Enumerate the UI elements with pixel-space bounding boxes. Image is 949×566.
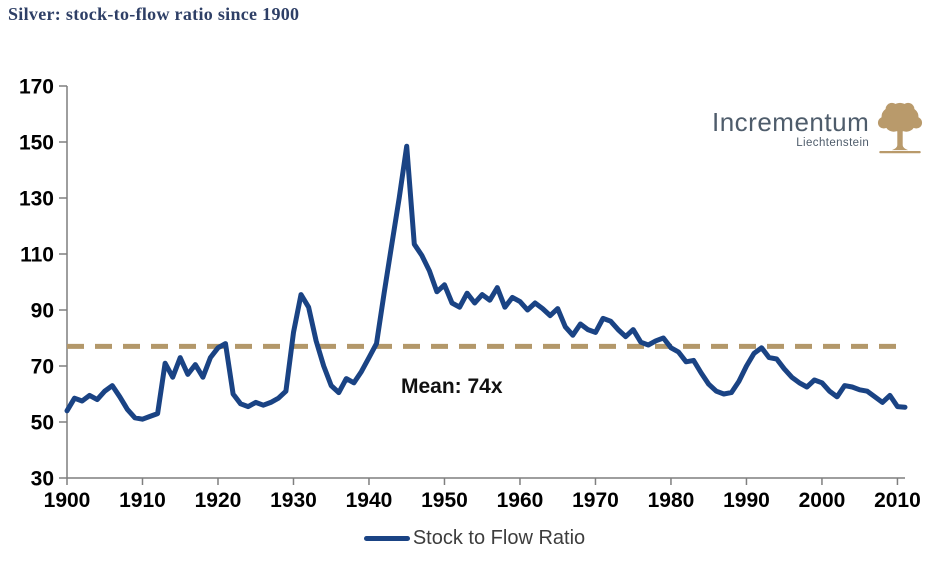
y-tick-label: 150 (19, 132, 54, 155)
logo-text-block: Incrementum Liechtenstein (712, 107, 870, 149)
x-tick-label: 1910 (119, 489, 166, 512)
y-tick-label: 110 (20, 244, 54, 267)
legend-line-swatch (363, 536, 410, 541)
x-tick-label: 1930 (270, 489, 317, 512)
incrementum-logo: Incrementum Liechtenstein (712, 98, 927, 160)
logo-wordmark: Incrementum (712, 107, 870, 138)
logo-subtitle: Liechtenstein (796, 136, 870, 149)
x-tick-label: 2000 (799, 489, 846, 512)
x-tick-label: 1970 (572, 489, 619, 512)
x-tick-label: 1900 (44, 489, 91, 512)
stock-to-flow-line (64, 143, 908, 422)
mean-annotation: Mean: 74x (401, 375, 503, 398)
x-tick-label: 1960 (497, 489, 544, 512)
tree-icon (878, 102, 923, 154)
y-tick-label: 50 (31, 412, 54, 435)
y-tick-label: 30 (31, 468, 54, 491)
y-tick-label: 70 (31, 356, 54, 379)
y-tick-label: 90 (31, 300, 54, 323)
x-tick-label: 1950 (421, 489, 468, 512)
legend: Stock to Flow Ratio (0, 527, 949, 550)
x-tick-label: 2010 (874, 489, 921, 512)
x-tick-label: 1980 (648, 489, 695, 512)
x-tick-label: 1920 (195, 489, 242, 512)
x-tick-label: 1940 (346, 489, 393, 512)
x-tick-label: 1990 (723, 489, 770, 512)
legend-label: Stock to Flow Ratio (412, 527, 586, 549)
y-tick-label: 170 (19, 76, 54, 99)
page-title: Silver: stock-to-flow ratio since 1900 (8, 4, 300, 24)
y-tick-label: 130 (19, 188, 54, 211)
